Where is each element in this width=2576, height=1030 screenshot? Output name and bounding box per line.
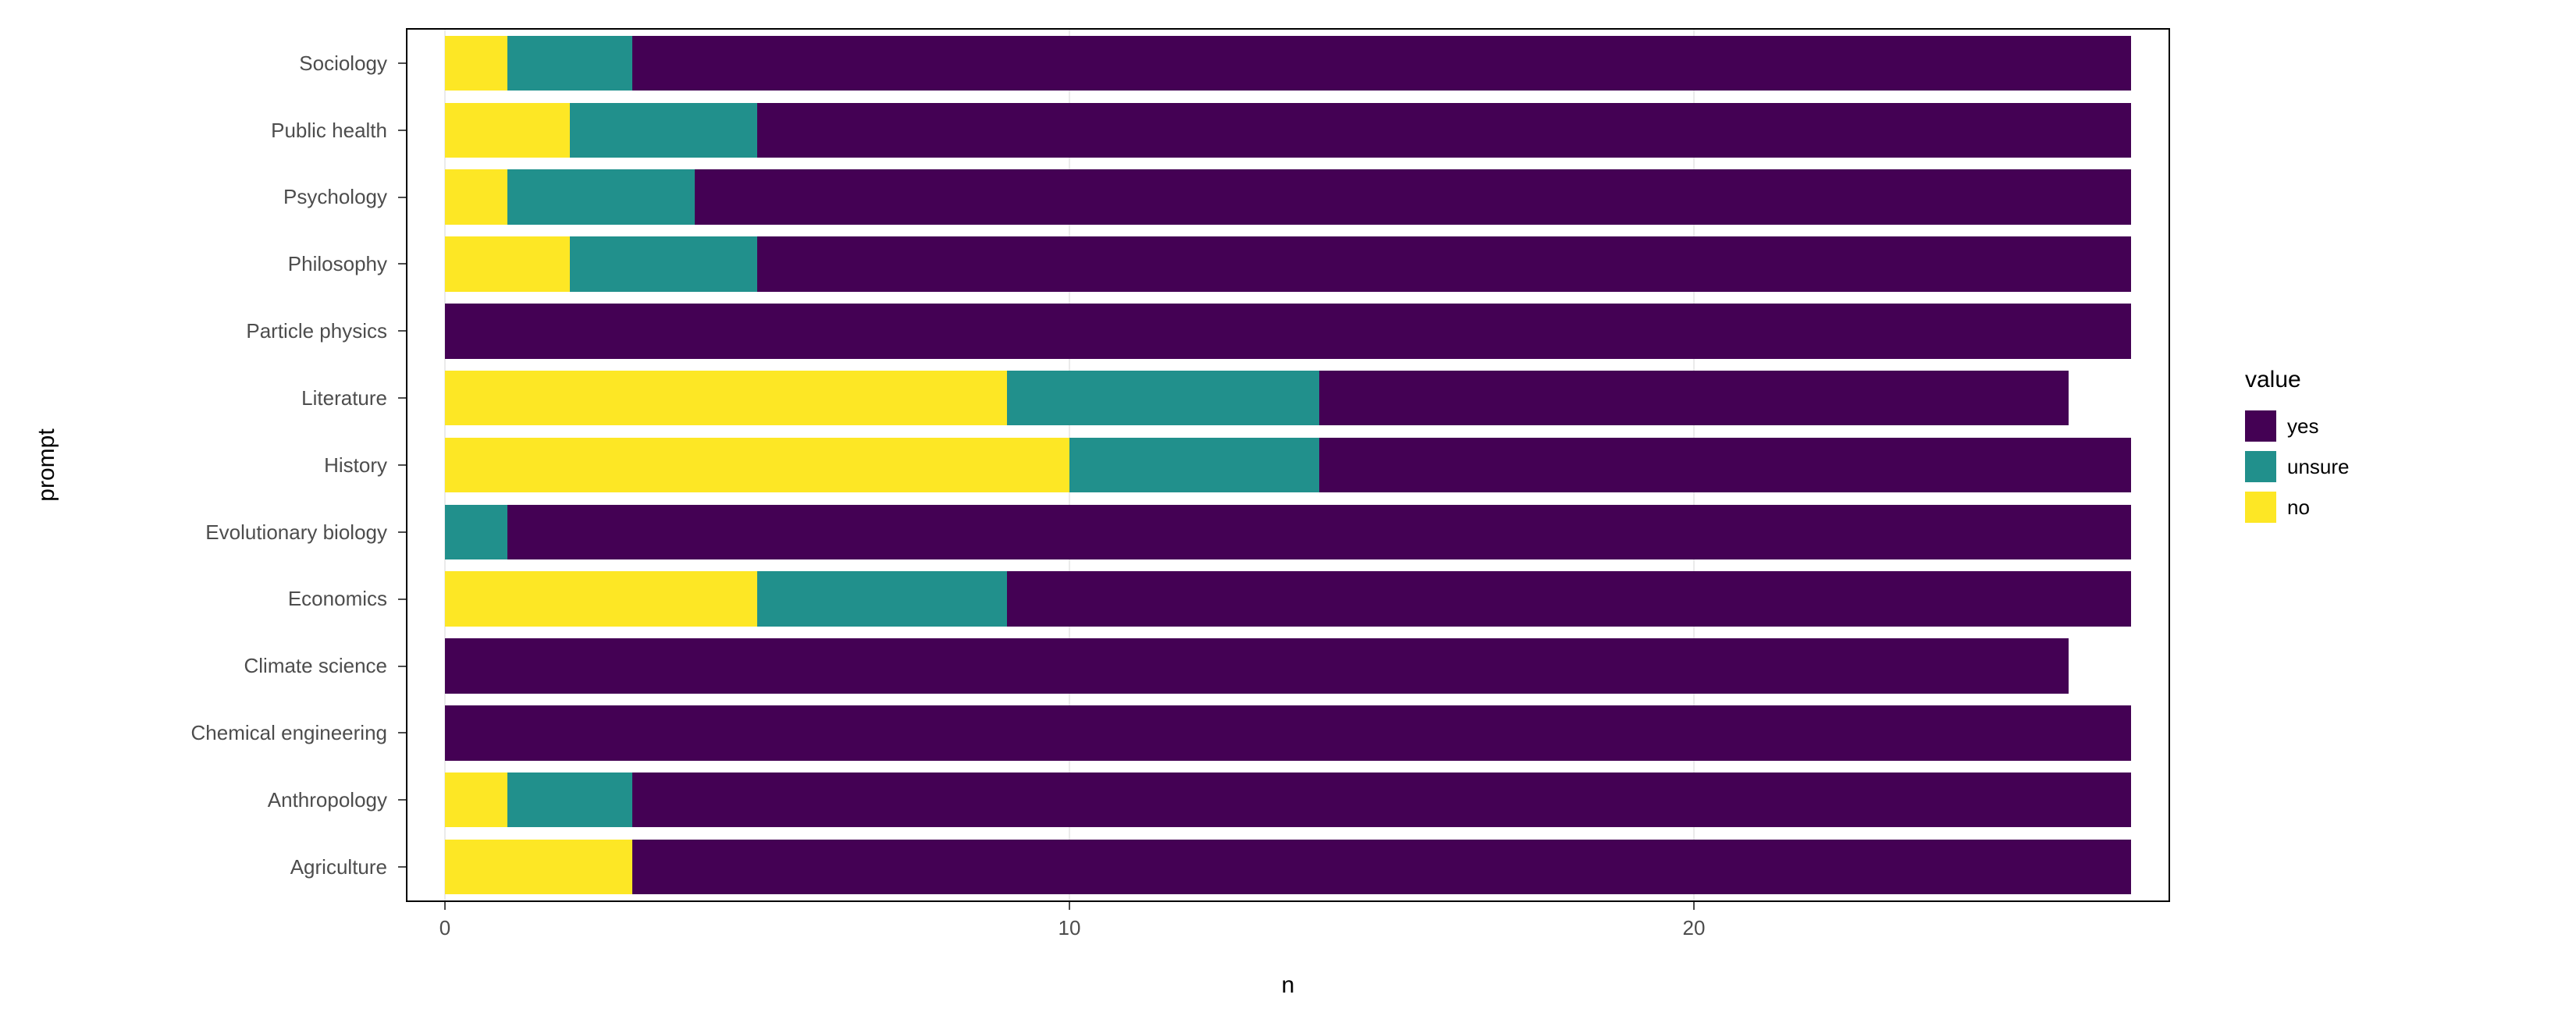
- x-axis-title: n: [1282, 972, 1295, 999]
- y-tick: [398, 197, 406, 198]
- legend-title: value: [2245, 367, 2301, 393]
- x-tick-label: 20: [1683, 916, 1706, 940]
- bar-segment-no: [445, 169, 507, 224]
- bar-segment-yes: [445, 705, 2131, 760]
- bar-segment-yes: [757, 103, 2131, 158]
- legend-label: unsure: [2287, 455, 2350, 479]
- bar-segment-yes: [757, 236, 2131, 291]
- y-tick-label: Literature: [301, 384, 387, 412]
- legend-key-yes: [2245, 410, 2276, 442]
- y-tick: [398, 397, 406, 399]
- plot-area: [407, 30, 2169, 900]
- legend-item: no: [2245, 492, 2310, 523]
- y-tick: [398, 598, 406, 600]
- y-tick: [398, 130, 406, 131]
- chart-stage: Sociology Public health Psychology Philosop…: [0, 0, 2576, 1030]
- bar-segment-no: [445, 371, 1007, 425]
- bar-segment-yes: [632, 772, 2131, 827]
- bar-segment-yes: [507, 505, 2131, 559]
- bar-segment-yes: [445, 304, 2131, 358]
- bar-segment-no: [445, 571, 757, 626]
- legend-item: yes: [2245, 410, 2318, 442]
- bar-segment-unsure: [570, 103, 757, 158]
- y-tick-label: History: [324, 451, 387, 479]
- y-tick-label: Public health: [271, 116, 387, 144]
- x-tick-label: 0: [439, 916, 450, 940]
- y-tick: [398, 799, 406, 801]
- y-tick: [398, 464, 406, 466]
- legend-label: no: [2287, 495, 2310, 520]
- y-tick-label: Particle physics: [246, 317, 387, 345]
- y-tick: [398, 732, 406, 733]
- y-tick: [398, 531, 406, 533]
- bar-segment-no: [445, 36, 507, 91]
- x-tick: [1693, 902, 1695, 910]
- y-tick: [398, 62, 406, 64]
- bar-segment-no: [445, 236, 570, 291]
- bar-segment-yes: [1007, 571, 2131, 626]
- bar-segment-unsure: [757, 571, 1007, 626]
- bar-segment-yes: [632, 840, 2131, 894]
- y-tick-label: Anthropology: [268, 786, 387, 814]
- y-tick: [398, 330, 406, 332]
- x-tick: [444, 902, 446, 910]
- bar-segment-yes: [445, 638, 2069, 693]
- y-tick: [398, 866, 406, 868]
- bar-segment-unsure: [1007, 371, 1319, 425]
- bar-segment-yes: [1319, 438, 2131, 492]
- plot-panel: [406, 28, 2170, 902]
- bar-segment-unsure: [445, 505, 507, 559]
- bar-segment-no: [445, 772, 507, 827]
- bar-segment-unsure: [507, 772, 632, 827]
- x-tick: [1069, 902, 1070, 910]
- y-tick: [398, 263, 406, 265]
- y-tick-label: Agriculture: [290, 853, 387, 881]
- bar-segment-no: [445, 103, 570, 158]
- bar-segment-yes: [695, 169, 2131, 224]
- bar-segment-yes: [1319, 371, 2069, 425]
- y-tick-label: Chemical engineering: [191, 719, 387, 747]
- y-tick-label: Economics: [288, 584, 387, 613]
- y-tick-label: Evolutionary biology: [205, 518, 387, 546]
- legend-label: yes: [2287, 414, 2318, 439]
- bar-segment-unsure: [570, 236, 757, 291]
- legend-key-no: [2245, 492, 2276, 523]
- bar-segment-yes: [632, 36, 2131, 91]
- bar-segment-unsure: [507, 169, 695, 224]
- y-tick-label: Psychology: [283, 183, 387, 211]
- y-tick-label: Climate science: [244, 652, 387, 680]
- bar-segment-unsure: [1069, 438, 1319, 492]
- y-tick: [398, 666, 406, 667]
- x-tick-label: 10: [1059, 916, 1081, 940]
- legend-item: unsure: [2245, 451, 2350, 482]
- bar-segment-no: [445, 840, 632, 894]
- legend-key-unsure: [2245, 451, 2276, 482]
- bar-segment-unsure: [507, 36, 632, 91]
- y-tick-label: Philosophy: [288, 250, 387, 278]
- bar-segment-no: [445, 438, 1069, 492]
- y-axis-title: prompt: [34, 428, 60, 501]
- y-tick-label: Sociology: [299, 49, 387, 77]
